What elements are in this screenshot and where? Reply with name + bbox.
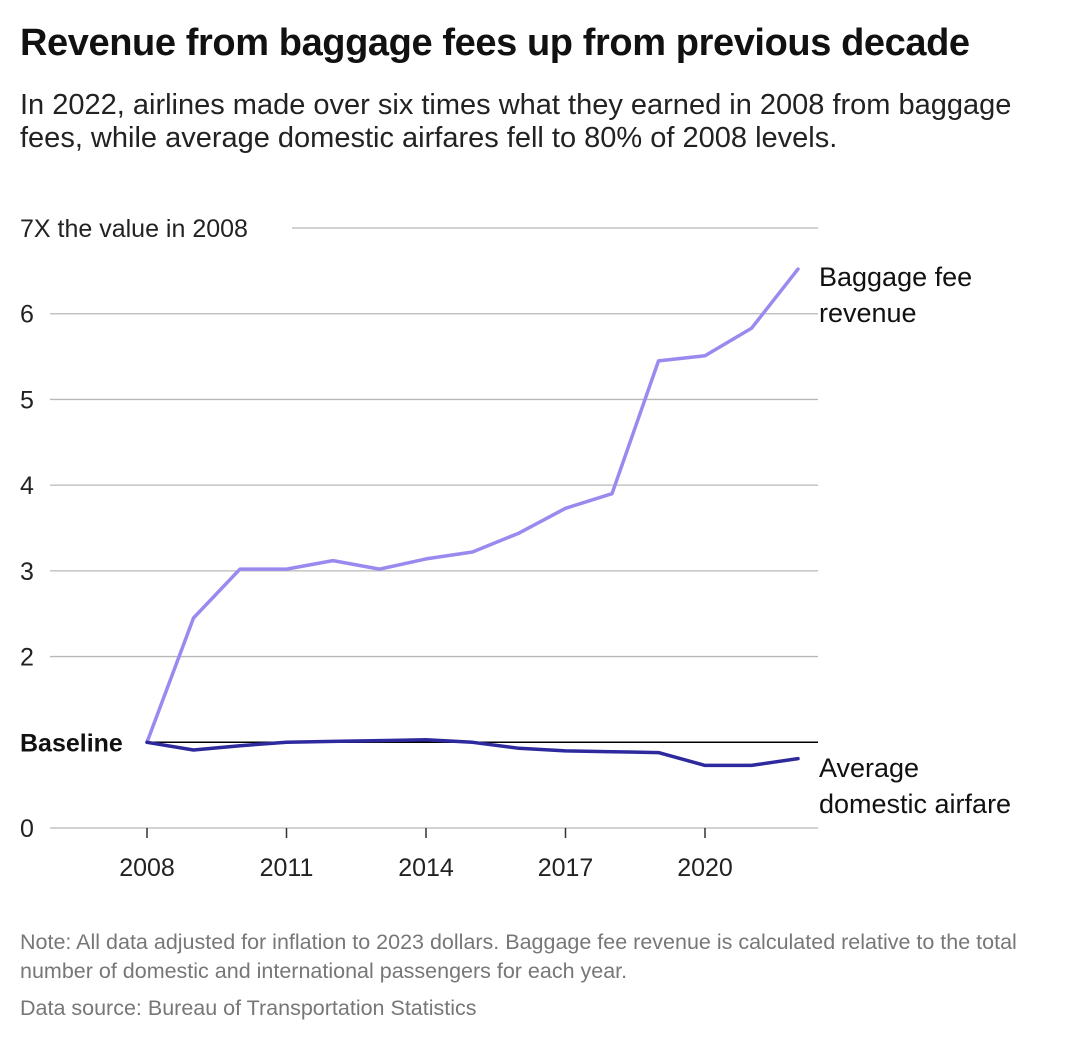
series-label-line: domestic airfare bbox=[819, 789, 1011, 819]
x-tick-label-2017: 2017 bbox=[538, 854, 594, 882]
baseline: Baseline bbox=[20, 729, 818, 757]
x-tick-label-2011: 2011 bbox=[260, 854, 314, 882]
baseline-label: Baseline bbox=[20, 729, 123, 757]
y-tick-label-2: 2 bbox=[20, 644, 34, 672]
y-tick-label-3: 3 bbox=[20, 558, 34, 586]
x-tick-label-2014: 2014 bbox=[398, 854, 454, 882]
airfare-label: Average domestic airfare bbox=[819, 753, 1011, 819]
y-tick-label-7: 7X the value in 2008 bbox=[20, 215, 248, 243]
footnote: Note: All data adjusted for inflation to… bbox=[20, 930, 1017, 983]
gridlines bbox=[50, 227, 818, 829]
series-labels: Baggage fee revenue Average domestic airfar… bbox=[819, 262, 1011, 819]
y-tick-labels: 0 2 3 4 5 6 7X the value in 2008 bbox=[20, 215, 248, 843]
x-tick-label-2020: 2020 bbox=[677, 854, 733, 882]
data-source: Data source: Bureau of Transportation St… bbox=[20, 996, 477, 1020]
chart-subtitle: In 2022, airlines made over six times wh… bbox=[20, 89, 1012, 154]
chart-title: Revenue from baggage fees up from previo… bbox=[20, 22, 970, 64]
series-label-line: revenue bbox=[819, 298, 917, 328]
baggage-fee-label: Baggage fee revenue bbox=[819, 262, 972, 328]
x-ticks: 2008 2011 2014 2017 2020 bbox=[119, 828, 733, 882]
series-label-line: Baggage fee bbox=[819, 262, 972, 292]
x-tick-label-2008: 2008 bbox=[119, 854, 175, 882]
y-tick-label-5: 5 bbox=[20, 386, 34, 414]
y-tick-label-0: 0 bbox=[20, 815, 34, 843]
airfare-line bbox=[145, 737, 800, 768]
baggage-fee-line bbox=[145, 267, 800, 745]
y-tick-label-4: 4 bbox=[20, 472, 34, 500]
series-lines bbox=[145, 267, 800, 768]
series-label-line: Average bbox=[819, 753, 919, 783]
y-tick-label-6: 6 bbox=[20, 301, 34, 329]
